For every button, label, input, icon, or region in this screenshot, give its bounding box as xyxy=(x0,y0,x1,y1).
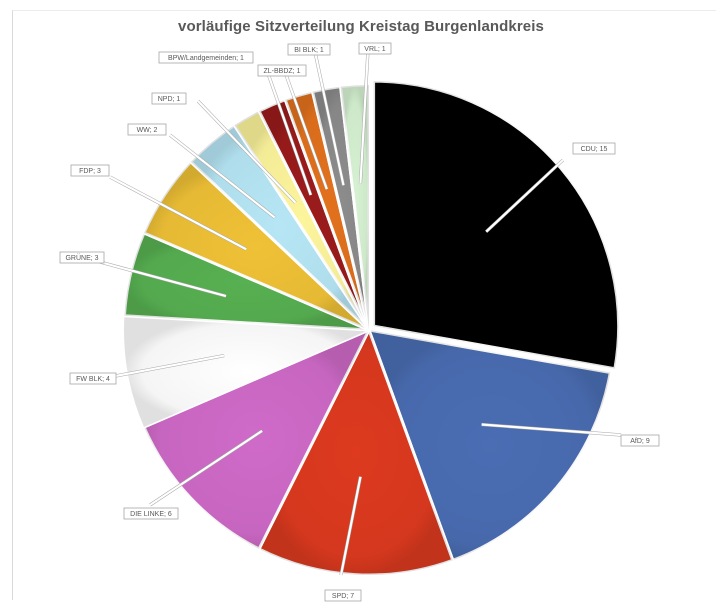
leader-line-zl-bbdz xyxy=(283,71,328,190)
leader-line-fw-blk xyxy=(104,354,225,380)
data-label-bi-blk: BI BLK; 1 xyxy=(287,43,331,56)
data-label-text-zl-bbdz: ZL-BBDZ; 1 xyxy=(264,68,301,75)
leader-line-ww xyxy=(169,134,276,219)
leader-line-bpw-landgemeinden xyxy=(263,64,312,196)
data-label-text-bpw-landgemeinden: BPW/Landgemeinden; 1 xyxy=(168,55,244,62)
data-label-vrl: VRL; 1 xyxy=(358,42,392,55)
data-label-spd: SPD; 7 xyxy=(324,589,362,602)
data-label-box-vrl xyxy=(358,42,392,55)
data-label-text-die-linke: DIE LINKE; 6 xyxy=(130,511,172,518)
pie-slice-shading-fw-blk xyxy=(124,315,370,428)
data-label-text-cdu: CDU; 15 xyxy=(581,146,608,153)
data-label-text-ww: WW; 2 xyxy=(137,127,158,134)
data-label-bpw-landgemeinden: BPW/Landgemeinden; 1 xyxy=(158,51,254,64)
data-label-box-afd xyxy=(620,434,660,447)
data-label-text-afd: AfD; 9 xyxy=(630,438,650,445)
pie-slice-shading-bpw-landgemeinden xyxy=(259,99,369,331)
pie-slice-shading-afd xyxy=(369,330,611,561)
pie-slice-shading-npd xyxy=(234,111,369,331)
leader-line-afd xyxy=(481,423,622,437)
data-label-text-vrl: VRL; 1 xyxy=(364,46,386,53)
leader-line-die-linke xyxy=(149,429,263,506)
data-label-text-bi-blk: BI BLK; 1 xyxy=(294,47,324,54)
leader-line-vrl xyxy=(359,49,370,184)
data-label-npd: NPD; 1 xyxy=(151,92,187,105)
leader-line-spd xyxy=(339,476,362,576)
pie-slice-shading-spd xyxy=(259,330,453,575)
data-label-box-bi-blk xyxy=(287,43,331,56)
data-label-box-gruene xyxy=(59,251,105,264)
data-label-box-fw-blk xyxy=(69,372,117,385)
data-label-gruene: GRÜNE; 3 xyxy=(59,251,105,264)
pie-slices xyxy=(122,79,621,577)
data-label-box-bpw-landgemeinden xyxy=(158,51,254,64)
pie-slice-shading-gruene xyxy=(124,232,369,330)
pie-slice-shading-zl-bbdz xyxy=(285,91,369,330)
pie-slice-shading-die-linke xyxy=(144,330,369,549)
data-label-text-gruene: GRÜNE; 3 xyxy=(65,254,98,262)
data-label-text-spd: SPD; 7 xyxy=(332,593,354,600)
pie-slice-shading-fdp xyxy=(144,161,369,330)
data-label-box-ww xyxy=(127,123,167,136)
leader-line-gruene xyxy=(99,260,227,298)
data-label-cdu: CDU; 15 xyxy=(572,142,616,155)
pie-slice-shading-cdu xyxy=(373,81,619,369)
data-label-die-linke: DIE LINKE; 6 xyxy=(123,507,179,520)
leader-line-fdp xyxy=(109,176,247,251)
data-label-fdp: FDP; 3 xyxy=(70,164,110,177)
data-label-zl-bbdz: ZL-BBDZ; 1 xyxy=(257,64,307,77)
data-labels: CDU; 15 AfD; 9 SPD; 7 DIE LINKE; 6 FW BLK; 4… xyxy=(59,42,660,602)
data-label-afd: AfD; 9 xyxy=(620,434,660,447)
leader-line-npd xyxy=(197,100,297,204)
chart-area-border xyxy=(12,10,716,600)
data-label-text-npd: NPD; 1 xyxy=(158,96,181,103)
pie-slice-shading-ww xyxy=(190,125,369,331)
data-label-box-die-linke xyxy=(123,507,179,520)
label-leader-lines xyxy=(99,49,622,576)
data-label-ww: WW; 2 xyxy=(127,123,167,136)
data-label-box-spd xyxy=(324,589,362,602)
data-label-box-npd xyxy=(151,92,187,105)
data-label-box-cdu xyxy=(572,142,616,155)
chart-title: vorläufige Sitzverteilung Kreistag Burge… xyxy=(178,18,544,35)
pie-slice-shading-bi-blk xyxy=(312,86,369,330)
leader-line-cdu xyxy=(485,159,564,233)
data-label-text-fdp: FDP; 3 xyxy=(79,168,101,175)
leader-line-bi-blk xyxy=(313,51,345,186)
data-label-box-fdp xyxy=(70,164,110,177)
data-label-text-fw-blk: FW BLK; 4 xyxy=(76,376,110,383)
data-label-fw-blk: FW BLK; 4 xyxy=(69,372,117,385)
data-label-box-zl-bbdz xyxy=(257,64,307,77)
